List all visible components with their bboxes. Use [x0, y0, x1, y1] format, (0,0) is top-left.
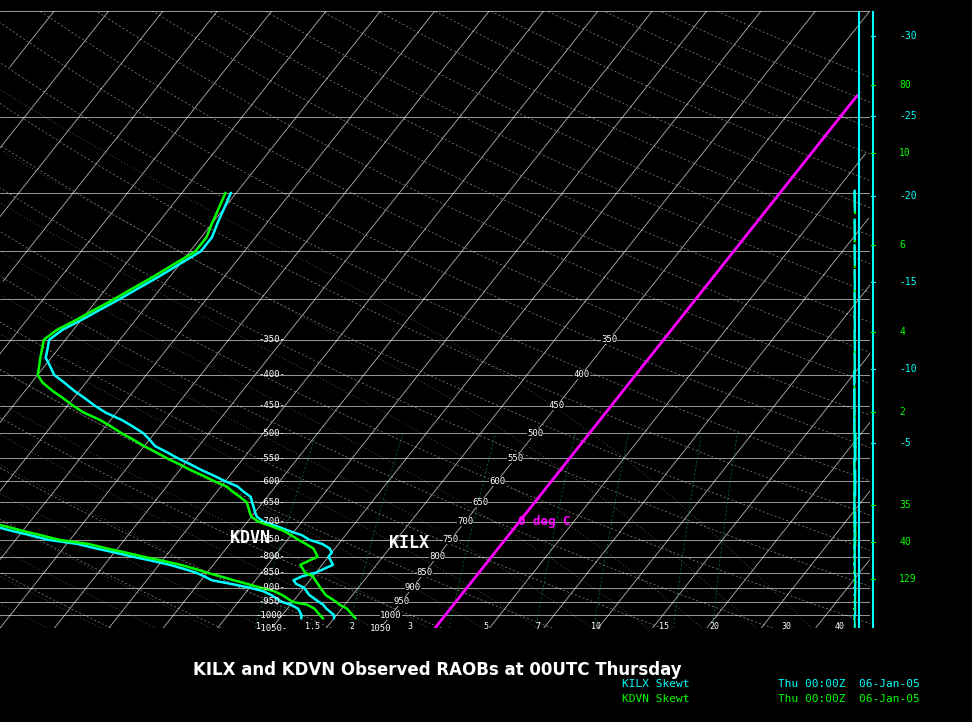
Text: KILX and KDVN Observed RAOBs at 00UTC Thursday: KILX and KDVN Observed RAOBs at 00UTC Th…	[193, 661, 681, 679]
Text: -5: -5	[899, 438, 911, 448]
Text: 1000: 1000	[380, 611, 401, 619]
Text: -450-: -450-	[259, 401, 286, 410]
Text: 10: 10	[899, 148, 911, 158]
Text: 0 deg C: 0 deg C	[518, 515, 571, 528]
Text: 4: 4	[899, 327, 905, 337]
Text: 900: 900	[404, 583, 421, 592]
Text: 20: 20	[709, 622, 719, 630]
Text: 1: 1	[257, 622, 261, 630]
Text: 7: 7	[536, 622, 540, 630]
Text: 600: 600	[489, 477, 505, 486]
Text: 850: 850	[417, 568, 433, 577]
Text: -400-: -400-	[259, 370, 286, 379]
Text: 700: 700	[457, 517, 473, 526]
Text: 3: 3	[407, 622, 412, 630]
Text: 2: 2	[349, 622, 355, 630]
Text: 1.5: 1.5	[305, 622, 320, 630]
Text: 35: 35	[899, 500, 911, 510]
Text: 40: 40	[835, 622, 845, 630]
Text: -900-: -900-	[259, 583, 286, 592]
Text: Thu 00:00Z  06-Jan-05: Thu 00:00Z 06-Jan-05	[778, 694, 920, 704]
Text: KDVN: KDVN	[230, 529, 270, 547]
Text: Thu 00:00Z  06-Jan-05: Thu 00:00Z 06-Jan-05	[778, 679, 920, 690]
Text: -1000-: -1000-	[256, 611, 288, 619]
Text: -30: -30	[899, 30, 917, 40]
Text: 550: 550	[507, 454, 523, 463]
Text: KILX Skewt: KILX Skewt	[622, 679, 689, 690]
Text: -10: -10	[899, 364, 917, 374]
Text: 6: 6	[899, 240, 905, 251]
Text: 5: 5	[483, 622, 488, 630]
Text: 450: 450	[549, 401, 565, 410]
Text: KDVN Skewt: KDVN Skewt	[622, 694, 689, 704]
Text: 80: 80	[899, 80, 911, 90]
Text: -350-: -350-	[259, 335, 286, 344]
Text: 950: 950	[394, 597, 409, 606]
Text: 650: 650	[472, 497, 489, 507]
Text: 750: 750	[442, 535, 459, 544]
Text: -700-: -700-	[259, 517, 286, 526]
Text: -15: -15	[899, 277, 917, 287]
Text: 129: 129	[899, 574, 917, 584]
Text: 350: 350	[601, 335, 617, 344]
Text: 500: 500	[527, 429, 543, 438]
Text: 10: 10	[591, 622, 601, 630]
Text: 15: 15	[659, 622, 669, 630]
Text: 40: 40	[899, 536, 911, 547]
Text: -500-: -500-	[259, 429, 286, 438]
Text: -850-: -850-	[259, 568, 286, 577]
Text: -20: -20	[899, 191, 917, 201]
Text: 800: 800	[429, 552, 445, 561]
Text: -950-: -950-	[259, 597, 286, 606]
Text: 400: 400	[573, 370, 589, 379]
Text: KILX: KILX	[390, 534, 430, 552]
Text: -600-: -600-	[259, 477, 286, 486]
Text: -550-: -550-	[259, 454, 286, 463]
Text: -1050-: -1050-	[256, 624, 288, 632]
Text: -750-: -750-	[259, 535, 286, 544]
Text: -25: -25	[899, 110, 917, 121]
Text: 1050: 1050	[370, 624, 392, 632]
Text: -800-: -800-	[259, 552, 286, 561]
Text: -650-: -650-	[259, 497, 286, 507]
Text: 2: 2	[899, 407, 905, 417]
Text: 30: 30	[781, 622, 791, 630]
